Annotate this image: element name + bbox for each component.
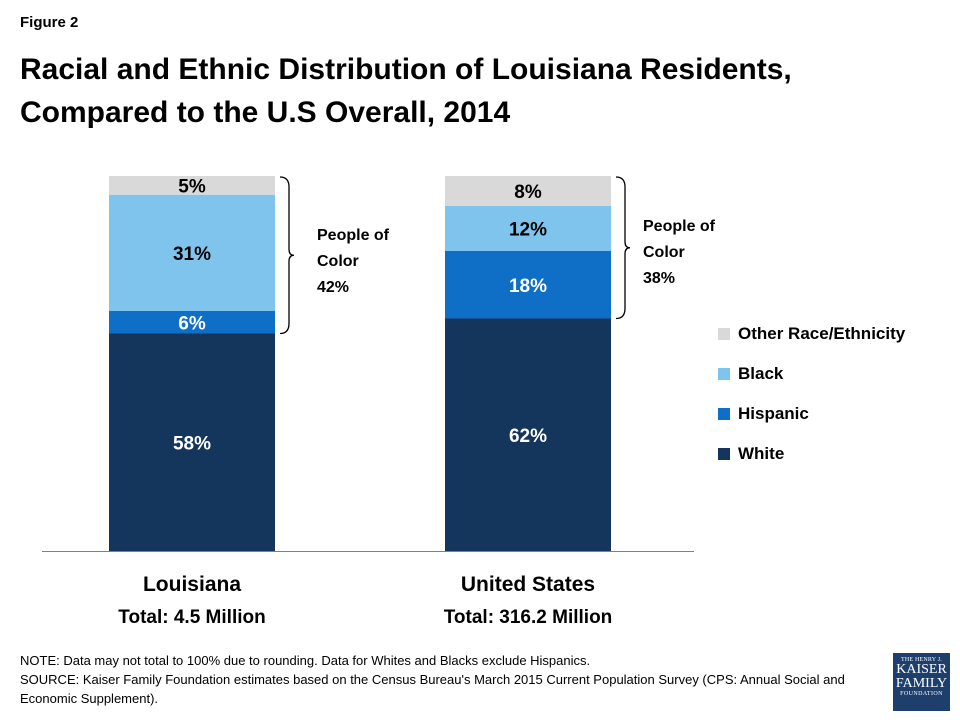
bar-segment-other bbox=[109, 176, 275, 195]
logo-line: FAMILY bbox=[895, 676, 948, 691]
legend-item-other: Other Race/Ethnicity bbox=[718, 314, 905, 354]
legend-item-white: White bbox=[718, 434, 905, 474]
legend-swatch bbox=[718, 368, 730, 380]
logo-line: KAISER bbox=[896, 662, 947, 677]
category-label: United States bbox=[460, 573, 596, 596]
annotation-line: 38% bbox=[643, 270, 676, 287]
legend-swatch bbox=[718, 448, 730, 460]
data-label-black: 31% bbox=[173, 244, 211, 265]
category-louisiana: Louisiana Total: 4.5 Million bbox=[62, 573, 322, 629]
annotation-line: 42% bbox=[317, 279, 350, 296]
bar-segment-white bbox=[109, 333, 275, 551]
chart-title-line-1: Racial and Ethnic Distribution of Louisi… bbox=[20, 53, 792, 86]
people-of-color-bracket bbox=[279, 176, 295, 335]
bar-segment-white bbox=[445, 318, 611, 551]
category-united-states: United States Total: 316.2 Million bbox=[398, 573, 658, 629]
chart-title: Racial and Ethnic Distribution of Louisi… bbox=[20, 48, 920, 134]
source-text: SOURCE: Kaiser Family Foundation estimat… bbox=[20, 672, 845, 706]
category-total: Total: 4.5 Million bbox=[118, 607, 266, 628]
figure-label: Figure 2 bbox=[20, 14, 79, 31]
data-label-other: 8% bbox=[514, 182, 542, 203]
data-label-black: 12% bbox=[509, 220, 547, 241]
people-of-color-bracket bbox=[615, 176, 631, 320]
logo-line: THE HENRY J. bbox=[900, 657, 942, 663]
legend-item-black: Black bbox=[718, 354, 905, 394]
category-total: Total: 316.2 Million bbox=[443, 607, 613, 628]
legend-label: Hispanic bbox=[738, 404, 809, 423]
bar-segment-hispanic bbox=[445, 251, 611, 319]
kff-logo: THE HENRY J. KAISER FAMILY FOUNDATION bbox=[893, 653, 950, 711]
data-label-other: 5% bbox=[178, 176, 206, 197]
legend-label: White bbox=[738, 444, 785, 463]
data-label-hispanic: 6% bbox=[178, 313, 206, 334]
chart-title-line-2: Compared to the U.S Overall, 2014 bbox=[20, 96, 511, 129]
bar-segment-hispanic bbox=[109, 311, 275, 334]
legend-swatch bbox=[718, 328, 730, 340]
annotation-line: People of bbox=[643, 218, 716, 235]
chart-notes: NOTE: Data may not total to 100% due to … bbox=[20, 651, 870, 708]
legend-label: Black bbox=[738, 364, 784, 383]
annotation-line: Color bbox=[643, 244, 685, 261]
bar-segment-black bbox=[109, 194, 275, 311]
bar-segment-other bbox=[445, 176, 611, 206]
chart-legend: Other Race/Ethnicity Black Hispanic Whit… bbox=[718, 314, 905, 474]
bar-segment-black bbox=[445, 206, 611, 251]
note-text: NOTE: Data may not total to 100% due to … bbox=[20, 653, 591, 668]
category-label: Louisiana bbox=[142, 573, 242, 596]
data-label-white: 62% bbox=[509, 426, 547, 447]
legend-item-hispanic: Hispanic bbox=[718, 394, 905, 434]
people-of-color-annotation-louisiana: People of Color 42% bbox=[317, 223, 389, 301]
data-label-white: 58% bbox=[173, 433, 211, 454]
legend-swatch bbox=[718, 408, 730, 420]
logo-line: FOUNDATION bbox=[900, 691, 943, 697]
annotation-line: People of bbox=[317, 227, 390, 244]
data-label-hispanic: 18% bbox=[509, 276, 547, 297]
annotation-line: Color bbox=[317, 253, 359, 270]
stacked-bar-chart: 58% 6% 31% 5% 62% 18% 12% 8% bbox=[42, 176, 694, 552]
legend-label: Other Race/Ethnicity bbox=[738, 324, 906, 343]
people-of-color-annotation-us: People of Color 38% bbox=[643, 214, 715, 292]
